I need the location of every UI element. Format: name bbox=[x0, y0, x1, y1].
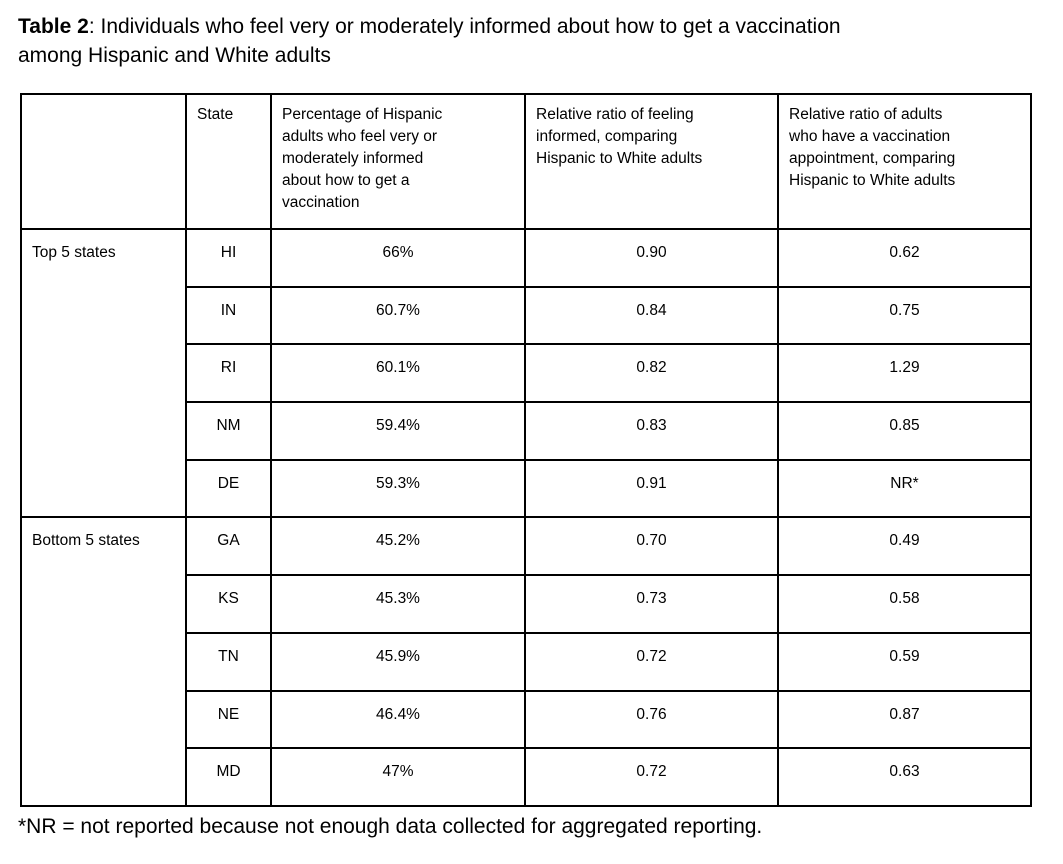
table-row: MD 47% 0.72 0.63 bbox=[21, 747, 1032, 807]
cell-ratio-appointment: 0.87 bbox=[777, 689, 1032, 750]
cell-percentage: 60.1% bbox=[270, 343, 526, 404]
table-footnote: *NR = not reported because not enough da… bbox=[18, 814, 763, 838]
table-title-text: : Individuals who feel very or moderatel… bbox=[88, 15, 841, 38]
table-row: DE 59.3% 0.91 NR* bbox=[21, 458, 1032, 519]
table-row: Bottom 5 states GA 45.2% 0.70 0.49 bbox=[20, 516, 1032, 807]
header-ratio-appointment: Relative ratio of adults who have a vacc… bbox=[777, 93, 1032, 230]
cell-ratio-informed: 0.70 bbox=[524, 516, 779, 577]
cell-state: MD bbox=[185, 747, 272, 807]
cell-state: RI bbox=[185, 343, 272, 404]
cell-percentage: 66% bbox=[270, 228, 526, 288]
group-label-top5: Top 5 states bbox=[20, 227, 187, 519]
cell-ratio-appointment: 0.75 bbox=[777, 285, 1032, 346]
table-title-line2: among Hispanic and White adults bbox=[18, 44, 331, 67]
cell-state: TN bbox=[185, 631, 272, 692]
cell-percentage: 45.2% bbox=[270, 516, 526, 577]
table-row: NM 59.4% 0.83 0.85 bbox=[21, 401, 1032, 461]
table-row: KS 45.3% 0.73 0.58 bbox=[21, 574, 1032, 634]
header-percentage-informed: Percentage of Hispanic adults who feel v… bbox=[270, 93, 526, 230]
group-label-bottom5: Bottom 5 states bbox=[20, 516, 187, 807]
table-title-label: Table 2 bbox=[18, 15, 89, 38]
cell-ratio-appointment: 0.58 bbox=[777, 574, 1032, 634]
cell-ratio-appointment: 0.49 bbox=[777, 516, 1032, 577]
data-table: State Percentage of Hispanic adults who … bbox=[20, 93, 1032, 807]
cell-percentage: 59.4% bbox=[270, 401, 526, 461]
header-group bbox=[20, 93, 187, 230]
table-row: NE 46.4% 0.76 0.87 bbox=[21, 689, 1032, 750]
cell-percentage: 47% bbox=[270, 747, 526, 807]
header-row: State Percentage of Hispanic adults who … bbox=[20, 93, 1032, 230]
cell-ratio-informed: 0.72 bbox=[524, 747, 779, 807]
cell-ratio-appointment: 0.62 bbox=[777, 228, 1032, 288]
cell-state: HI bbox=[185, 228, 272, 288]
header-ratio-informed: Relative ratio of feeling informed, comp… bbox=[524, 93, 779, 230]
header-state: State bbox=[185, 93, 272, 230]
cell-ratio-informed: 0.76 bbox=[524, 689, 779, 750]
cell-ratio-informed: 0.91 bbox=[524, 458, 779, 519]
cell-percentage: 45.9% bbox=[270, 631, 526, 692]
cell-state: NE bbox=[185, 689, 272, 750]
cell-ratio-appointment: NR* bbox=[777, 458, 1032, 519]
cell-ratio-informed: 0.72 bbox=[524, 631, 779, 692]
cell-ratio-informed: 0.73 bbox=[524, 574, 779, 634]
cell-ratio-informed: 0.82 bbox=[524, 343, 779, 404]
table-row: IN 60.7% 0.84 0.75 bbox=[21, 285, 1032, 346]
cell-percentage: 45.3% bbox=[270, 574, 526, 634]
cell-percentage: 46.4% bbox=[270, 689, 526, 750]
cell-ratio-appointment: 0.59 bbox=[777, 631, 1032, 692]
cell-ratio-appointment: 1.29 bbox=[777, 343, 1032, 404]
cell-percentage: 59.3% bbox=[270, 458, 526, 519]
cell-ratio-informed: 0.84 bbox=[524, 285, 779, 346]
table-row: Top 5 states HI 66% 0.90 0.62 bbox=[20, 227, 1032, 519]
cell-state: NM bbox=[185, 401, 272, 461]
cell-state: IN bbox=[185, 285, 272, 346]
cell-state: KS bbox=[185, 574, 272, 634]
cell-ratio-informed: 0.90 bbox=[524, 228, 779, 288]
cell-ratio-appointment: 0.85 bbox=[777, 401, 1032, 461]
cell-ratio-appointment: 0.63 bbox=[777, 747, 1032, 807]
table-title: Table 2: Individuals who feel very or mo… bbox=[18, 12, 1028, 70]
table-row: RI 60.1% 0.82 1.29 bbox=[21, 343, 1032, 404]
cell-state: GA bbox=[185, 516, 272, 577]
table-row: TN 45.9% 0.72 0.59 bbox=[21, 631, 1032, 692]
cell-state: DE bbox=[185, 458, 272, 519]
cell-ratio-informed: 0.83 bbox=[524, 401, 779, 461]
cell-percentage: 60.7% bbox=[270, 285, 526, 346]
